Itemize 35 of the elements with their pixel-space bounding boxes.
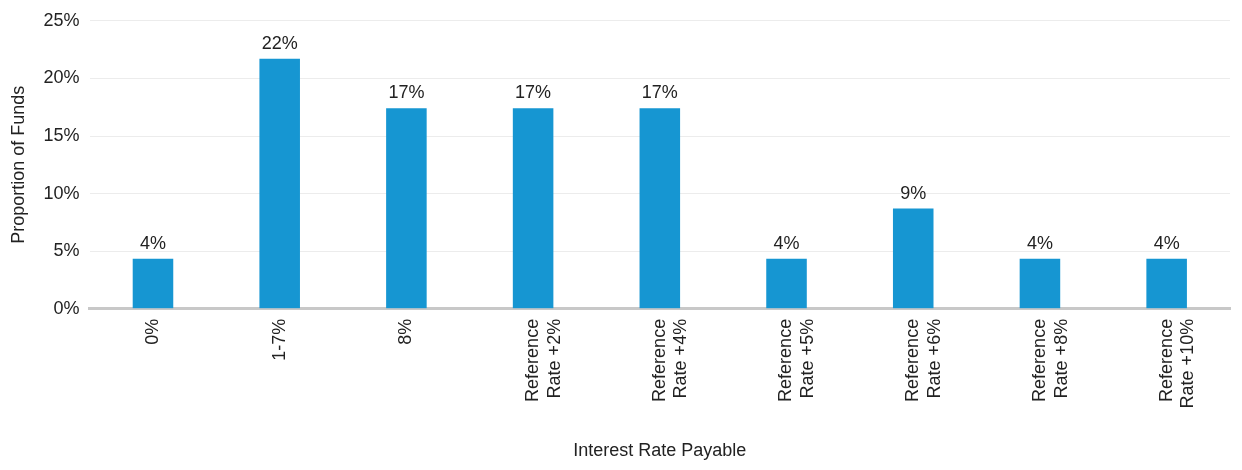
data-label: 4% xyxy=(1026,232,1053,253)
y-tick-label: 5% xyxy=(53,240,80,261)
x-tick-label: 1-7% xyxy=(268,318,289,361)
y-tick-label: 10% xyxy=(43,182,80,203)
x-tick-label: Reference Rate +2% xyxy=(522,318,564,402)
data-label: 4% xyxy=(1153,232,1180,253)
bar xyxy=(892,208,934,309)
y-tick-label: 25% xyxy=(43,9,80,30)
data-label: 22% xyxy=(261,32,298,53)
x-tick-label: Reference Rate +10% xyxy=(1155,318,1198,409)
x-tick-label: Reference Rate +5% xyxy=(775,318,818,402)
x-axis-title: Interest Rate Payable xyxy=(573,440,747,461)
data-label: 17% xyxy=(515,82,552,103)
x-tick-label: Reference Rate +6% xyxy=(902,318,944,402)
bar xyxy=(1019,258,1061,309)
bar xyxy=(1146,258,1187,309)
bar xyxy=(639,108,681,309)
data-label: 17% xyxy=(641,82,678,103)
bar xyxy=(386,108,427,309)
data-label: 17% xyxy=(388,82,425,103)
y-tick-label: 15% xyxy=(43,124,80,145)
x-tick-label: Reference Rate +4% xyxy=(648,318,691,402)
data-label: 4% xyxy=(139,232,166,253)
bar xyxy=(766,258,807,309)
bar xyxy=(512,108,554,309)
y-tick-label: 0% xyxy=(53,297,80,318)
bar xyxy=(132,258,174,309)
x-tick-label: 8% xyxy=(395,318,416,345)
data-label: 4% xyxy=(773,232,800,253)
data-label: 9% xyxy=(900,182,927,203)
y-tick-label: 20% xyxy=(43,67,80,88)
bar xyxy=(259,58,300,309)
x-tick-label: Reference Rate +8% xyxy=(1028,318,1071,402)
y-axis-title: Proportion of Funds xyxy=(7,85,28,244)
x-tick-label: 0% xyxy=(141,318,162,345)
